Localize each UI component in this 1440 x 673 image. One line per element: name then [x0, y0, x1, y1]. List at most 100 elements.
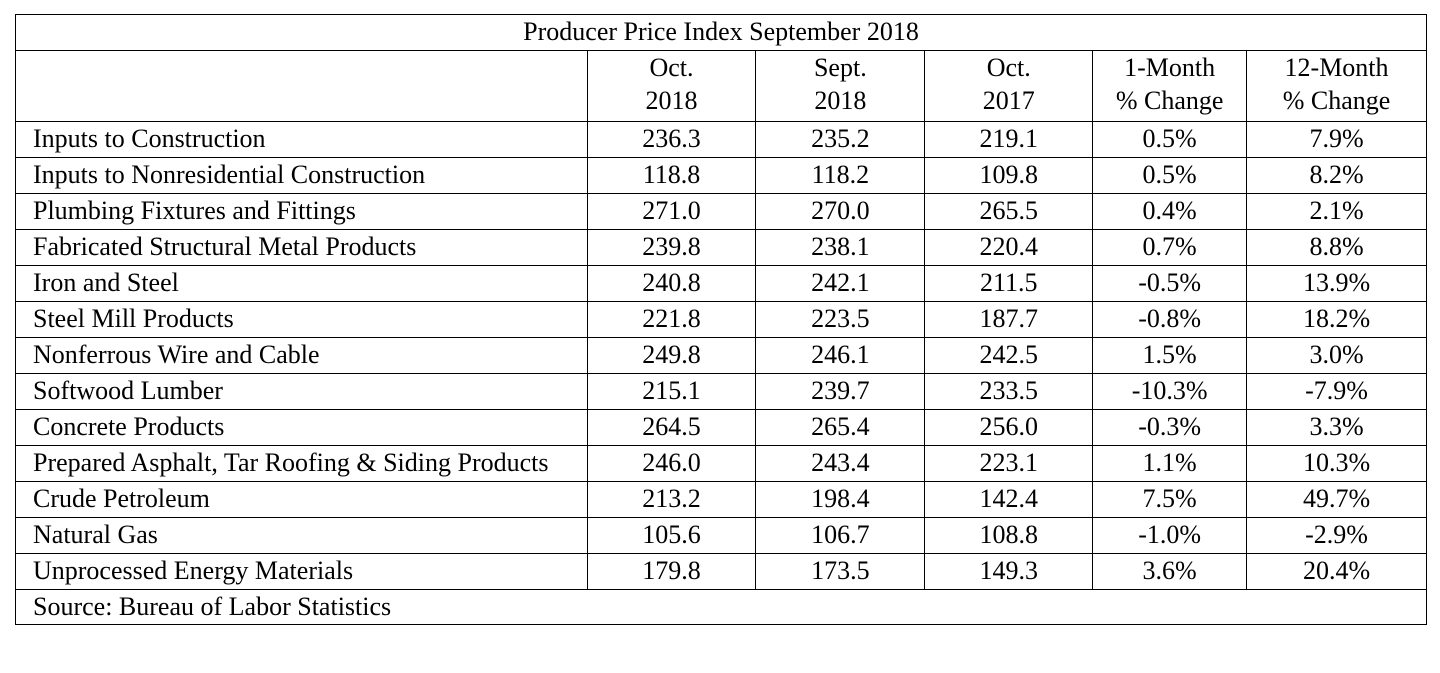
data-cell: 271.0 — [586, 193, 757, 230]
row-label: Plumbing Fixtures and Fittings — [15, 193, 588, 230]
data-cell: 0.5% — [1092, 121, 1248, 158]
row-label: Iron and Steel — [15, 265, 588, 302]
table-row: Prepared Asphalt, Tar Roofing & Siding P… — [15, 445, 1427, 482]
data-cell: 118.8 — [586, 157, 757, 194]
row-label: Inputs to Construction — [15, 121, 588, 158]
data-cell: 109.8 — [924, 157, 1094, 194]
data-cell: 198.4 — [755, 481, 926, 518]
data-cell: 7.9% — [1246, 121, 1427, 158]
row-label: Softwood Lumber — [15, 373, 588, 410]
data-cell: 215.1 — [586, 373, 757, 410]
data-cell: 236.3 — [586, 121, 757, 158]
row-label: Nonferrous Wire and Cable — [15, 337, 588, 374]
data-cell: 187.7 — [924, 301, 1094, 338]
data-cell: 18.2% — [1246, 301, 1427, 338]
row-label: Steel Mill Products — [15, 301, 588, 338]
data-cell: 264.5 — [586, 409, 757, 446]
data-cell: 220.4 — [924, 229, 1094, 266]
column-header: Oct. 2017 — [924, 50, 1094, 122]
data-cell: 3.0% — [1246, 337, 1427, 374]
table-row: Nonferrous Wire and Cable 249.8 246.1 242.5… — [15, 337, 1427, 374]
data-cell: 149.3 — [924, 553, 1094, 590]
data-cell: 233.5 — [924, 373, 1094, 410]
data-cell: 7.5% — [1092, 481, 1248, 518]
column-header: 12-Month % Change — [1246, 50, 1427, 122]
column-header: 1-Month % Change — [1092, 50, 1248, 122]
data-cell: 118.2 — [755, 157, 926, 194]
data-cell: 1.1% — [1092, 445, 1248, 482]
data-cell: 108.8 — [924, 517, 1094, 554]
data-cell: 235.2 — [755, 121, 926, 158]
data-cell: 2.1% — [1246, 193, 1427, 230]
data-cell: 246.1 — [755, 337, 926, 374]
data-cell: 221.8 — [586, 301, 757, 338]
data-cell: 106.7 — [755, 517, 926, 554]
column-header — [15, 50, 588, 122]
data-cell: 239.7 — [755, 373, 926, 410]
data-cell: 105.6 — [586, 517, 757, 554]
data-cell: 211.5 — [924, 265, 1094, 302]
data-cell: 179.8 — [586, 553, 757, 590]
data-cell: 240.8 — [586, 265, 757, 302]
row-label: Inputs to Nonresidential Construction — [15, 157, 588, 194]
data-cell: 223.1 — [924, 445, 1094, 482]
column-header: Oct. 2018 — [586, 50, 757, 122]
data-cell: 265.5 — [924, 193, 1094, 230]
data-cell: 256.0 — [924, 409, 1094, 446]
data-cell: 0.7% — [1092, 229, 1248, 266]
table-row: Iron and Steel 240.8 242.1 211.5 -0.5% 13.9% — [15, 265, 1427, 302]
data-cell: 238.1 — [755, 229, 926, 266]
data-cell: 270.0 — [755, 193, 926, 230]
header-row: Oct. 2018 Sept. 2018 Oct. 2017 1-Month % Ch… — [15, 50, 1427, 122]
data-cell: 10.3% — [1246, 445, 1427, 482]
table-row: Concrete Products 264.5 265.4 256.0 -0.3% 3.3… — [15, 409, 1427, 446]
source-note: Source: Bureau of Labor Statistics — [15, 589, 1427, 625]
data-cell: 242.1 — [755, 265, 926, 302]
data-cell: -7.9% — [1246, 373, 1427, 410]
title-row: Producer Price Index September 2018 — [15, 14, 1427, 51]
table-title: Producer Price Index September 2018 — [15, 14, 1427, 51]
table-row: Fabricated Structural Metal Products 239.… — [15, 229, 1427, 266]
row-label: Natural Gas — [15, 517, 588, 554]
data-cell: 249.8 — [586, 337, 757, 374]
data-cell: 49.7% — [1246, 481, 1427, 518]
data-cell: 8.2% — [1246, 157, 1427, 194]
data-cell: 242.5 — [924, 337, 1094, 374]
source-row: Source: Bureau of Labor Statistics — [15, 589, 1427, 625]
data-cell: 3.6% — [1092, 553, 1248, 590]
data-cell: -10.3% — [1092, 373, 1248, 410]
table-row: Plumbing Fixtures and Fittings 271.0 270.0… — [15, 193, 1427, 230]
data-cell: -0.3% — [1092, 409, 1248, 446]
row-label: Fabricated Structural Metal Products — [15, 229, 588, 266]
data-cell: 3.3% — [1246, 409, 1427, 446]
column-header: Sept. 2018 — [755, 50, 926, 122]
table-row: Crude Petroleum 213.2 198.4 142.4 7.5% 49.7% — [15, 481, 1427, 518]
row-label: Prepared Asphalt, Tar Roofing & Siding P… — [15, 445, 588, 482]
data-cell: 265.4 — [755, 409, 926, 446]
data-cell: -0.5% — [1092, 265, 1248, 302]
data-cell: 8.8% — [1246, 229, 1427, 266]
data-cell: 223.5 — [755, 301, 926, 338]
table-row: Steel Mill Products 221.8 223.5 187.7 -0.8% 1… — [15, 301, 1427, 338]
table-row: Inputs to Nonresidential Construction 118… — [15, 157, 1427, 194]
data-cell: 20.4% — [1246, 553, 1427, 590]
data-cell: 173.5 — [755, 553, 926, 590]
data-cell: -1.0% — [1092, 517, 1248, 554]
row-label: Crude Petroleum — [15, 481, 588, 518]
data-cell: 213.2 — [586, 481, 757, 518]
row-label: Unprocessed Energy Materials — [15, 553, 588, 590]
table-row: Natural Gas 105.6 106.7 108.8 -1.0% -2.9% — [15, 517, 1427, 554]
table-row: Softwood Lumber 215.1 239.7 233.5 -10.3% -7.9… — [15, 373, 1427, 410]
data-cell: 219.1 — [924, 121, 1094, 158]
data-cell: 0.5% — [1092, 157, 1248, 194]
table-row: Unprocessed Energy Materials 179.8 173.5 14… — [15, 553, 1427, 590]
data-cell: 243.4 — [755, 445, 926, 482]
data-cell: 0.4% — [1092, 193, 1248, 230]
data-cell: 142.4 — [924, 481, 1094, 518]
data-cell: 239.8 — [586, 229, 757, 266]
data-cell: -0.8% — [1092, 301, 1248, 338]
data-cell: 13.9% — [1246, 265, 1427, 302]
ppi-table: Producer Price Index September 2018 Oct.… — [15, 14, 1427, 625]
table-row: Inputs to Construction 236.3 235.2 219.1 0.5… — [15, 121, 1427, 158]
row-label: Concrete Products — [15, 409, 588, 446]
